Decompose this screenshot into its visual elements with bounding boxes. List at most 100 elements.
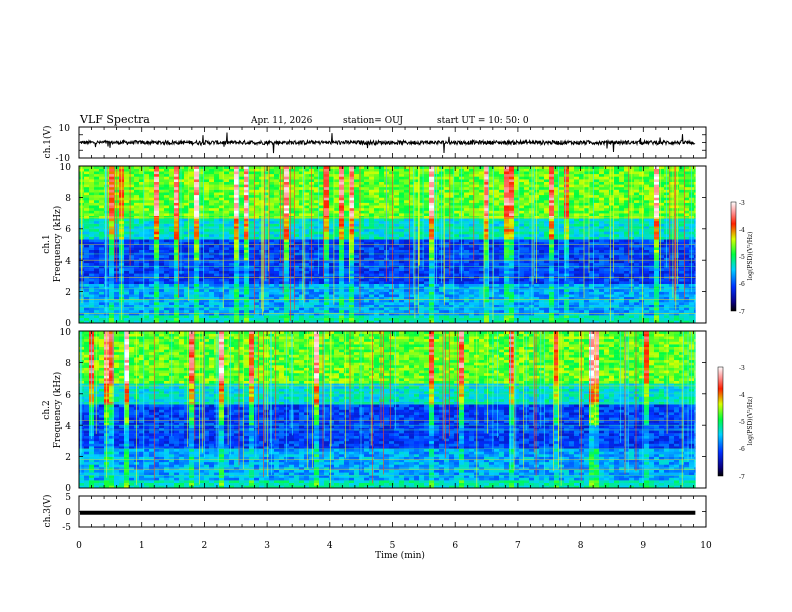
- spectrogram-cell: [179, 294, 185, 298]
- spectrogram-cell: [409, 168, 415, 172]
- spectrogram-cell: [454, 309, 460, 313]
- spectrogram-cell: [84, 270, 90, 274]
- spectrogram-cell: [329, 296, 335, 300]
- spectrogram-cell: [309, 307, 315, 311]
- spectrogram-cell: [234, 210, 240, 214]
- spectrogram-cell: [464, 223, 470, 227]
- spectrogram-cell: [199, 223, 205, 227]
- spectrogram-cell: [254, 262, 260, 266]
- spectrogram-cell: [229, 249, 235, 253]
- spectrogram-cell: [144, 304, 150, 308]
- spectrogram-cell: [289, 210, 295, 214]
- spectrogram-cell: [249, 299, 255, 303]
- spectrogram-cell: [364, 268, 370, 271]
- spectrogram-cell: [404, 307, 410, 311]
- spectrogram-cell: [414, 289, 420, 292]
- spectrogram-cell: [409, 176, 415, 180]
- spectrogram-cell: [164, 241, 170, 245]
- spectrogram-cell: [299, 309, 305, 313]
- spectrogram-cell: [414, 286, 420, 290]
- spectrogram-cell: [444, 268, 450, 271]
- spectrogram-cell: [189, 171, 195, 175]
- spectrogram-cell: [209, 291, 215, 295]
- spectrogram-cell: [164, 265, 170, 269]
- spectrogram-cell: [329, 215, 335, 219]
- spectrogram-cell: [339, 197, 345, 201]
- spectrogram-cell: [219, 231, 225, 235]
- spectrogram-cell: [244, 228, 250, 232]
- spectrogram-cell: [399, 197, 405, 201]
- spectrogram-cell: [269, 265, 275, 269]
- spectrogram-cell: [84, 260, 90, 264]
- spectrogram-cell: [449, 289, 455, 292]
- spectrogram-cell: [244, 202, 250, 206]
- spectrogram-cell: [469, 173, 475, 177]
- spectrogram-cell: [179, 278, 185, 282]
- spectrogram-cell: [264, 220, 270, 224]
- spectrogram-cell: [364, 226, 370, 230]
- spectrogram-cell: [209, 241, 215, 245]
- spectrogram-cell: [479, 218, 485, 222]
- spectrogram-cell: [249, 213, 255, 216]
- spectrogram-cell: [209, 189, 215, 193]
- spectrogram-cell: [464, 220, 470, 224]
- spectrogram-cell: [179, 218, 185, 222]
- spectrogram-cell: [219, 202, 225, 206]
- spectrogram-cell: [359, 171, 365, 175]
- spectrogram-cell: [129, 236, 135, 240]
- spectrogram-cell: [144, 270, 150, 274]
- spectrogram-cell: [239, 202, 245, 206]
- spectrogram-cell: [189, 197, 195, 201]
- spectrogram-cell: [369, 207, 375, 211]
- spectrogram-cell: [279, 268, 285, 271]
- spectrogram-cell: [204, 210, 210, 214]
- spectrogram-cell: [354, 309, 360, 313]
- spectrogram-cell: [244, 278, 250, 282]
- spectrogram-cell: [229, 218, 235, 222]
- spectrogram-cell: [94, 244, 100, 248]
- spectrogram-cell: [214, 317, 220, 321]
- spectrogram-cell: [144, 189, 150, 193]
- spectrogram-cell: [299, 255, 305, 258]
- spectrogram-cell: [184, 171, 190, 175]
- spectrogram-cell: [304, 220, 310, 224]
- spectrogram-cell: [294, 239, 300, 243]
- spectrogram-cell: [339, 184, 345, 188]
- spectrogram-cell: [144, 231, 150, 235]
- spectrogram-cell: [139, 307, 145, 311]
- spectrogram-cell: [439, 296, 445, 300]
- spectrogram-cell: [429, 192, 435, 196]
- spectrogram-cell: [279, 239, 285, 243]
- spectrogram-cell: [99, 312, 105, 316]
- spectrogram-cell: [379, 200, 385, 203]
- spectrogram-cell: [99, 231, 105, 235]
- spectrogram-cell: [474, 315, 480, 318]
- spectrogram-cell: [124, 286, 130, 290]
- spectrogram-cell: [249, 289, 255, 292]
- spectrogram-cell: [89, 231, 95, 235]
- spectrogram-cell: [319, 304, 325, 308]
- spectrogram-cell: [349, 200, 355, 203]
- spectrogram-cell: [149, 171, 155, 175]
- spectrogram-cell: [474, 181, 480, 185]
- spectrogram-cell: [429, 315, 435, 318]
- spectrogram-cell: [464, 307, 470, 311]
- spectrogram-cell: [234, 241, 240, 245]
- spectrogram-cell: [189, 181, 195, 185]
- spectrogram-cell: [219, 236, 225, 240]
- spectrogram-cell: [354, 312, 360, 316]
- spectrogram-cell: [314, 168, 320, 172]
- spectrogram-cell: [214, 236, 220, 240]
- spectrogram-cell: [194, 179, 200, 182]
- spectrogram-cell: [194, 304, 200, 308]
- spectrogram-cell: [404, 173, 410, 177]
- spectrogram-cell: [184, 278, 190, 282]
- spectrogram-cell: [464, 168, 470, 172]
- spectrogram-cell: [159, 234, 165, 237]
- spectrogram-cell: [329, 220, 335, 224]
- spectrogram-cell: [429, 255, 435, 258]
- spectrogram-cell: [109, 202, 115, 206]
- spectrogram-cell: [334, 312, 340, 316]
- spectrogram-cell: [439, 291, 445, 295]
- spectrogram-cell: [464, 181, 470, 185]
